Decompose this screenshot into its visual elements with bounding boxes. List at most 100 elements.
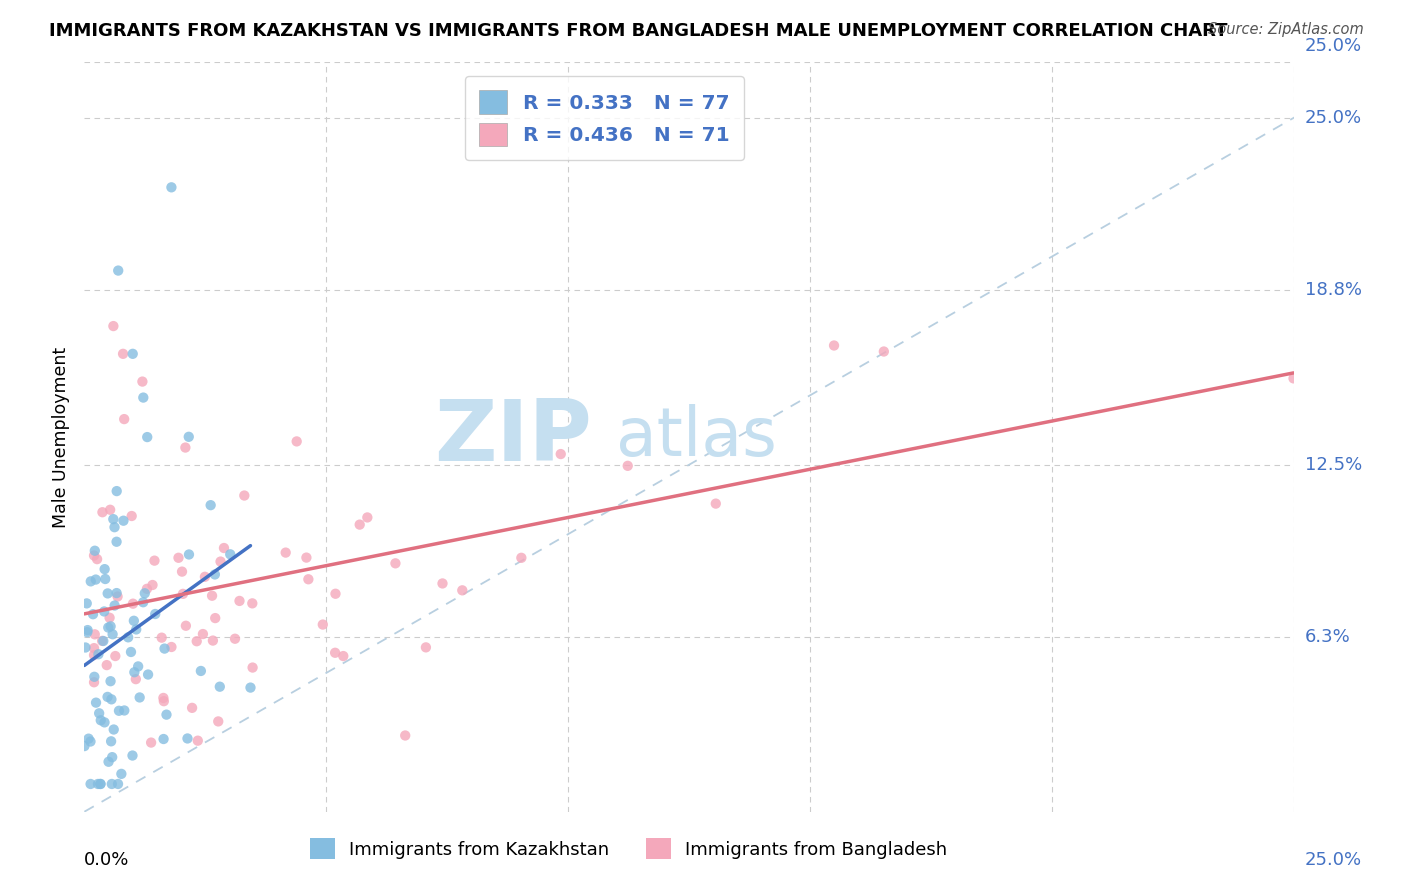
Point bbox=[823, 338, 845, 352]
Text: ZIP: ZIP bbox=[434, 395, 592, 479]
Point bbox=[103, 319, 125, 334]
Point bbox=[121, 748, 143, 763]
Point bbox=[89, 777, 111, 791]
Point bbox=[432, 576, 454, 591]
Point bbox=[83, 641, 105, 656]
Point bbox=[167, 550, 190, 565]
Point bbox=[134, 586, 156, 600]
Point bbox=[84, 573, 107, 587]
Point bbox=[312, 617, 335, 632]
Point bbox=[181, 701, 204, 715]
Point bbox=[98, 502, 121, 516]
Point bbox=[550, 447, 572, 461]
Point bbox=[100, 674, 122, 689]
Point bbox=[122, 614, 145, 628]
Point bbox=[89, 706, 111, 721]
Point bbox=[93, 562, 115, 576]
Point bbox=[125, 623, 148, 637]
Point bbox=[186, 634, 208, 648]
Point bbox=[84, 696, 107, 710]
Point bbox=[136, 667, 159, 681]
Point bbox=[107, 263, 129, 277]
Y-axis label: Male Unemployment: Male Unemployment bbox=[52, 346, 70, 528]
Point bbox=[153, 641, 176, 656]
Legend: Immigrants from Kazakhstan, Immigrants from Bangladesh: Immigrants from Kazakhstan, Immigrants f… bbox=[302, 831, 955, 866]
Text: 12.5%: 12.5% bbox=[1305, 456, 1362, 474]
Point bbox=[190, 664, 212, 678]
Point bbox=[325, 587, 347, 601]
Point bbox=[100, 619, 122, 633]
Point bbox=[98, 611, 121, 625]
Point bbox=[201, 589, 224, 603]
Point bbox=[101, 750, 124, 764]
Point bbox=[76, 623, 98, 637]
Point bbox=[212, 541, 235, 555]
Point bbox=[97, 621, 120, 635]
Point bbox=[160, 640, 183, 654]
Point bbox=[83, 648, 105, 662]
Point bbox=[104, 599, 127, 613]
Point bbox=[131, 375, 153, 389]
Point bbox=[160, 180, 183, 194]
Point bbox=[97, 755, 120, 769]
Point bbox=[112, 704, 135, 718]
Point bbox=[100, 692, 122, 706]
Point bbox=[93, 715, 115, 730]
Point bbox=[143, 607, 166, 621]
Point bbox=[83, 627, 105, 641]
Point bbox=[704, 497, 727, 511]
Point bbox=[121, 347, 143, 361]
Point bbox=[112, 514, 135, 528]
Text: Source: ZipAtlas.com: Source: ZipAtlas.com bbox=[1208, 22, 1364, 37]
Point bbox=[122, 597, 145, 611]
Point bbox=[295, 550, 318, 565]
Point bbox=[107, 590, 129, 604]
Point bbox=[91, 634, 114, 648]
Point bbox=[83, 543, 105, 558]
Point bbox=[132, 595, 155, 609]
Text: IMMIGRANTS FROM KAZAKHSTAN VS IMMIGRANTS FROM BANGLADESH MALE UNEMPLOYMENT CORRE: IMMIGRANTS FROM KAZAKHSTAN VS IMMIGRANTS… bbox=[49, 22, 1227, 40]
Point bbox=[73, 739, 96, 753]
Text: 0.0%: 0.0% bbox=[84, 851, 129, 869]
Point bbox=[616, 458, 638, 473]
Point bbox=[139, 735, 162, 749]
Point bbox=[105, 534, 128, 549]
Point bbox=[76, 625, 98, 640]
Point bbox=[204, 611, 226, 625]
Point bbox=[170, 565, 193, 579]
Point bbox=[233, 489, 256, 503]
Point bbox=[101, 627, 124, 641]
Point bbox=[101, 777, 124, 791]
Point bbox=[136, 582, 159, 596]
Point bbox=[239, 681, 262, 695]
Point bbox=[153, 694, 176, 708]
Point bbox=[120, 645, 142, 659]
Point bbox=[104, 648, 127, 663]
Point bbox=[77, 731, 100, 746]
Point bbox=[96, 690, 118, 704]
Point bbox=[143, 554, 166, 568]
Point bbox=[83, 549, 105, 563]
Point bbox=[191, 627, 214, 641]
Text: 25.0%: 25.0% bbox=[1305, 109, 1362, 127]
Point bbox=[200, 498, 222, 512]
Point bbox=[79, 734, 101, 748]
Point bbox=[394, 729, 416, 743]
Point bbox=[112, 412, 135, 426]
Point bbox=[285, 434, 308, 449]
Point bbox=[132, 391, 155, 405]
Point bbox=[97, 586, 120, 600]
Point bbox=[174, 619, 197, 633]
Text: 25.0%: 25.0% bbox=[1305, 37, 1362, 55]
Point bbox=[152, 731, 174, 746]
Point bbox=[1282, 371, 1305, 385]
Point bbox=[112, 347, 135, 361]
Text: 6.3%: 6.3% bbox=[1305, 628, 1350, 646]
Point bbox=[194, 570, 217, 584]
Point bbox=[127, 659, 149, 673]
Point bbox=[155, 707, 177, 722]
Point bbox=[105, 586, 128, 600]
Point bbox=[83, 675, 105, 690]
Point bbox=[121, 508, 143, 523]
Point bbox=[110, 767, 132, 781]
